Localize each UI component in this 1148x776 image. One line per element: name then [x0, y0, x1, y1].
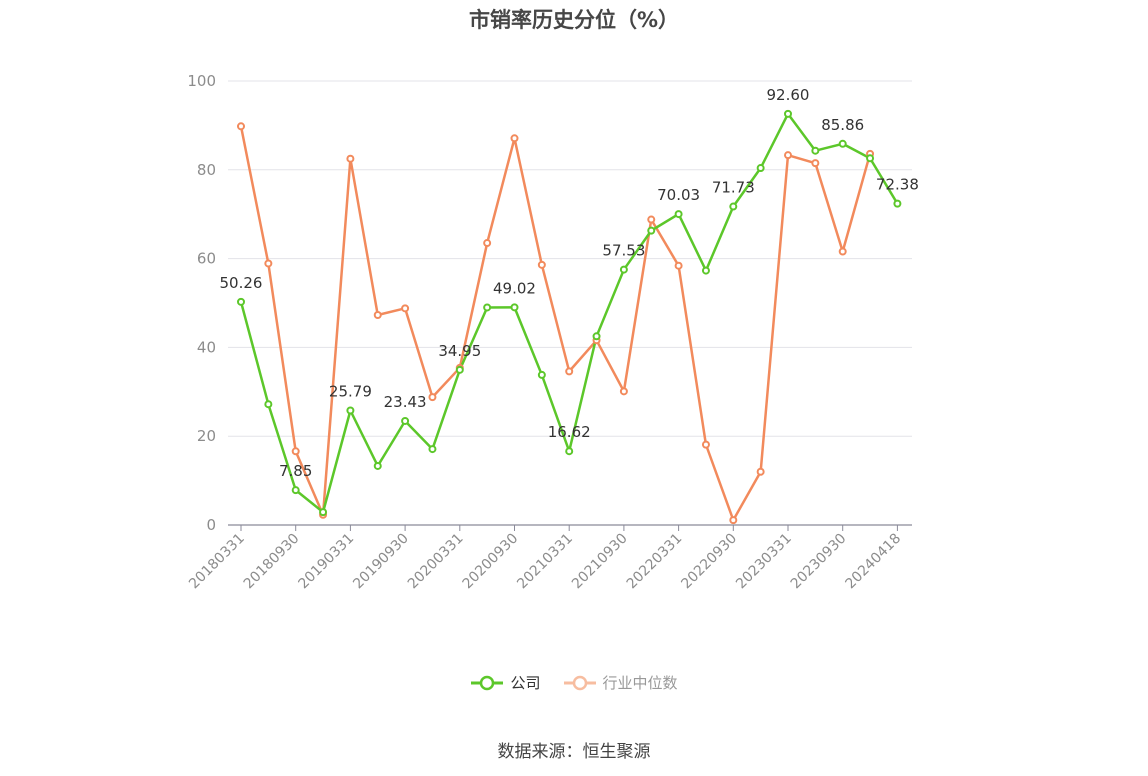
- industry-data-point: [647, 215, 656, 224]
- company-data-point: [428, 445, 437, 454]
- x-tick-label: 20220331: [624, 531, 686, 593]
- industry-series-line: [239, 126, 872, 522]
- y-tick-label: 0: [206, 516, 216, 534]
- chart-title: 市销率历史分位（%）: [468, 8, 680, 32]
- series-lines: [239, 112, 899, 522]
- company-data-point: [701, 266, 710, 275]
- company-data-point: [729, 202, 738, 211]
- company-data-point: [346, 406, 355, 415]
- x-tick-label: 20240418: [843, 531, 905, 593]
- y-tick-label: 100: [187, 72, 216, 90]
- industry-data-point: [729, 516, 738, 525]
- x-tick-label: 20210930: [569, 531, 631, 593]
- company-data-point: [455, 365, 464, 374]
- data-label: 57.53: [602, 242, 645, 260]
- data-label: 7.85: [279, 462, 312, 480]
- data-labels: 50.26 7.85 25.79 23.43 34.95 49.02 16.62 57.53 7…: [220, 86, 919, 480]
- x-tick-label: 20230930: [788, 531, 850, 593]
- company-data-point: [866, 154, 875, 163]
- industry-data-point: [510, 134, 519, 143]
- company-data-point: [319, 508, 328, 517]
- x-tick-label: 20190331: [296, 531, 358, 593]
- company-data-point: [619, 265, 628, 274]
- company-data-point: [647, 226, 656, 235]
- source-note: 数据来源：恒生聚源: [497, 742, 651, 762]
- y-tick-label: 20: [197, 427, 216, 445]
- company-data-point: [373, 461, 382, 470]
- data-label: 25.79: [329, 382, 372, 400]
- data-label: 49.02: [493, 279, 536, 297]
- industry-data-point: [674, 261, 683, 270]
- legend: 公司 行业中位数: [0, 672, 1148, 693]
- x-tick-label: 20220930: [678, 531, 740, 593]
- company-data-point: [510, 303, 519, 312]
- y-tick-label: 80: [197, 161, 216, 179]
- industry-data-point: [838, 247, 847, 256]
- x-tick-label: 20200331: [405, 531, 467, 593]
- data-label: 50.26: [220, 274, 263, 292]
- data-label: 34.95: [438, 342, 481, 360]
- data-label: 70.03: [657, 186, 700, 204]
- data-label: 71.73: [712, 179, 755, 197]
- industry-data-point: [537, 260, 546, 269]
- legend-item-industry[interactable]: 行业中位数: [563, 672, 678, 693]
- company-data-point: [784, 109, 792, 118]
- industry-data-point: [811, 159, 820, 168]
- company-data-point: [483, 303, 492, 312]
- industry-data-point: [701, 440, 710, 449]
- legend-industry-marker-icon: [563, 675, 596, 690]
- industry-data-point: [237, 122, 245, 131]
- series-points: [237, 109, 902, 525]
- industry-data-point: [483, 239, 492, 248]
- company-data-point: [291, 486, 300, 495]
- axes: 0 20 40 60 80 100 2018033120180930201903312019…: [186, 72, 912, 592]
- industry-data-point: [619, 387, 628, 396]
- company-data-point: [237, 297, 245, 306]
- industry-data-point: [565, 367, 574, 376]
- industry-data-point: [756, 467, 765, 476]
- data-label: 92.60: [767, 86, 810, 104]
- industry-data-point: [291, 447, 300, 456]
- legend-company-label: 公司: [510, 674, 541, 692]
- legend-industry-label: 行业中位数: [602, 674, 678, 692]
- company-data-point: [756, 164, 765, 173]
- industry-data-point: [346, 154, 355, 163]
- y-tick-label: 40: [197, 338, 216, 356]
- company-data-point: [811, 146, 820, 155]
- x-tick-label: 20180930: [241, 531, 303, 593]
- x-tick-label: 20230331: [733, 531, 795, 593]
- y-tick-label: 60: [197, 250, 216, 268]
- data-label: 85.86: [821, 116, 864, 134]
- company-data-point: [401, 416, 410, 425]
- x-tick-label: 20180331: [186, 531, 248, 593]
- x-tick-label: 20210331: [514, 531, 576, 593]
- industry-data-point: [428, 393, 437, 402]
- x-tick-label: 20190930: [350, 531, 412, 593]
- company-data-point: [838, 139, 847, 148]
- company-data-point: [893, 199, 902, 208]
- data-label: 72.38: [876, 176, 919, 194]
- industry-data-point: [373, 310, 382, 319]
- company-data-point: [565, 447, 574, 456]
- company-data-point: [537, 370, 546, 379]
- legend-item-company[interactable]: 公司: [470, 672, 541, 693]
- industry-data-point: [784, 151, 792, 160]
- company-data-point: [674, 210, 683, 219]
- industry-data-point: [264, 259, 273, 268]
- industry-data-point: [401, 304, 410, 313]
- company-data-point: [592, 332, 601, 341]
- x-tick-label: 20200930: [460, 531, 522, 593]
- data-label: 16.62: [548, 423, 591, 441]
- legend-company-marker-icon: [471, 675, 504, 690]
- data-label: 23.43: [384, 393, 427, 411]
- company-data-point: [264, 400, 273, 409]
